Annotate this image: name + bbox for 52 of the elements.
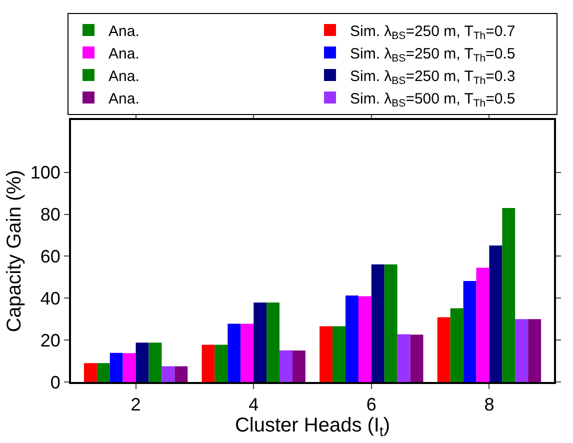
legend-label: Ana. [108,22,140,40]
bar [280,350,292,382]
bar [202,344,215,382]
legend-label: Ana. [108,45,140,62]
bar [528,319,542,382]
bar [345,295,358,382]
bar [162,366,175,382]
bar [214,344,228,382]
bar [148,342,162,382]
bar [371,264,384,382]
bar [292,350,306,382]
bar [240,324,254,382]
legend-label: Sim. λ$_{BS}$=250 m, T$_{Th}$=0.7 [350,22,516,42]
bar [174,366,188,382]
bar [332,326,346,382]
bar [136,342,149,382]
bar [96,363,110,382]
x-tick-label: 4 [248,394,259,415]
y-tick-label: 60 [40,246,60,267]
y-tick-label: 80 [40,204,60,225]
bar [84,363,97,382]
bar [489,246,502,382]
x-axis-title: Cluster Heads (I$_{t}$) [234,414,390,439]
bar [358,296,372,382]
bar [122,353,136,382]
bar [397,334,410,382]
bar [320,326,333,382]
legend-label: Ana. [108,68,140,85]
bar [254,302,267,382]
x-tick-label: 2 [130,394,141,415]
x-tick-label: 8 [484,394,494,415]
bar [476,268,490,382]
bar [463,280,476,382]
bar [410,334,424,382]
bar [450,308,464,382]
legend-label: Ana. [108,90,140,108]
x-tick-label: 6 [366,394,376,415]
legend-label: Sim. λ$_{BS}$=250 m, T$_{Th}$=0.5 [350,45,516,65]
y-axis-title: Capacity Gain (%) [3,170,26,332]
bar [228,324,241,382]
bar [502,208,516,382]
bar [515,319,528,382]
bar [437,317,450,382]
y-tick-label: 100 [30,162,60,183]
bar [384,264,398,382]
y-tick-label: 20 [40,330,60,350]
legend-label: Sim. λ$_{BS}$=250 m, T$_{Th}$=0.3 [350,68,516,88]
bar [110,352,123,382]
y-tick-label: 0 [50,372,60,392]
bar [266,302,280,382]
legend-label: Sim. λ$_{BS}$=500 m, T$_{Th}$=0.5 [350,90,516,110]
y-tick-label: 40 [40,288,60,308]
